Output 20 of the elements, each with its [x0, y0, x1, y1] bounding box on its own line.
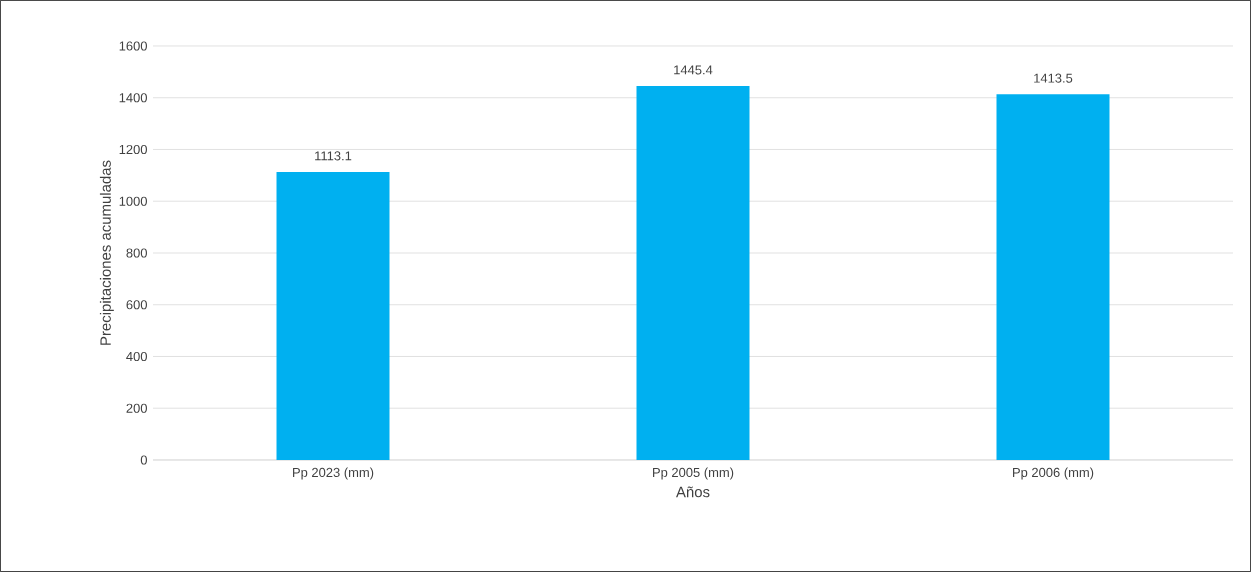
x-axis-title: Años: [676, 486, 710, 498]
y-tick-label: 800: [126, 248, 147, 258]
y-tick-label: 1000: [119, 196, 147, 206]
y-tick-label: 400: [126, 351, 147, 362]
y-tick-label: 1600: [119, 41, 147, 51]
data-label: 1445.4: [674, 65, 713, 75]
bar: [996, 94, 1110, 460]
y-tick-label: 1400: [119, 93, 147, 103]
y-tick-label: 1200: [119, 144, 147, 155]
y-tick-label: 0: [140, 455, 147, 465]
bar: [636, 85, 750, 460]
bar: [276, 171, 390, 460]
x-tick-label: Pp 2023 (mm): [293, 467, 374, 480]
x-tick-label: Pp 2005 (mm): [653, 467, 734, 480]
y-axis-title: Precipitaciones acumuladas: [99, 160, 114, 345]
x-tick-label: Pp 2006 (mm): [1013, 467, 1094, 480]
y-tick-label: 200: [126, 403, 147, 413]
data-label: 1113.1: [315, 151, 352, 161]
data-label: 1413.5: [1034, 73, 1073, 83]
y-tick-label: 600: [126, 300, 147, 310]
